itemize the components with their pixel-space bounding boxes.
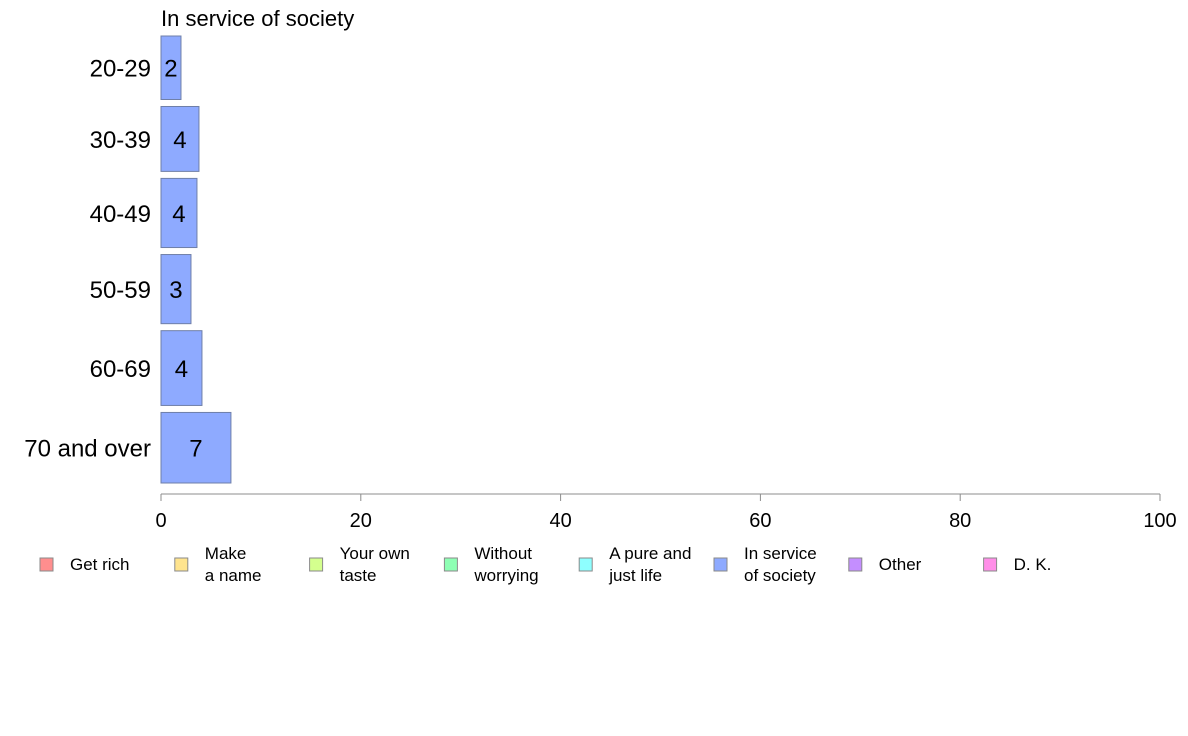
legend-label: A pure and: [609, 544, 691, 563]
data-label: 7: [189, 436, 202, 463]
x-tick-label: 20: [350, 510, 372, 532]
category-label: 20-29: [90, 56, 151, 83]
data-label: 4: [172, 201, 185, 228]
legend-label: Other: [879, 555, 922, 574]
bar-20-29: [160, 35, 182, 100]
legend-swatch: [713, 557, 728, 572]
legend-label: just life: [608, 566, 662, 585]
bar-50-59: [160, 254, 192, 325]
x-axis: 0 20 40 60 80 100: [155, 493, 1177, 532]
bar-30-39: [160, 105, 200, 172]
legend-label: Make: [205, 544, 247, 563]
x-tick-label: 0: [155, 510, 166, 532]
legend-swatch: [39, 557, 54, 572]
legend-label: D. K.: [1014, 555, 1052, 574]
legend-label: In service: [744, 544, 817, 563]
bar-70-and-over: [160, 411, 232, 484]
legend-label: worrying: [473, 566, 538, 585]
bar-40-49: [160, 177, 198, 249]
legend-label: of society: [744, 566, 816, 585]
data-label: 2: [164, 56, 177, 83]
legend-label: Your own: [340, 544, 410, 563]
legend-label: a name: [205, 566, 262, 585]
chart-title: In service of society: [161, 6, 354, 31]
legend-swatch: [848, 557, 863, 572]
x-tick-label: 80: [949, 510, 971, 532]
category-label: 70 and over: [24, 436, 151, 463]
legend-swatch: [309, 557, 324, 572]
x-tick-label: 60: [749, 510, 771, 532]
legend-label: Without: [474, 544, 532, 563]
data-label: 4: [175, 356, 188, 383]
category-label: 50-59: [90, 277, 151, 304]
legend-label: Get rich: [70, 555, 130, 574]
legend-swatch: [578, 557, 593, 572]
category-label: 40-49: [90, 201, 151, 228]
x-tick-label: 40: [549, 510, 571, 532]
x-tick-label: 100: [1143, 510, 1176, 532]
legend: Get rich Make a name Your own taste Without wo…: [39, 544, 1052, 585]
legend-swatch: [174, 557, 189, 572]
category-label: 60-69: [90, 356, 151, 383]
bar-60-69: [160, 330, 203, 406]
bars-group: 20-29 2 30-39 4 40-49 4 50-59 3 60-69 4 70 and ove…: [24, 35, 232, 484]
data-label: 3: [169, 277, 182, 304]
legend-swatch: [443, 557, 458, 572]
data-label: 4: [173, 127, 186, 154]
legend-label: taste: [340, 566, 377, 585]
legend-swatch: [983, 557, 998, 572]
category-label: 30-39: [90, 127, 151, 154]
